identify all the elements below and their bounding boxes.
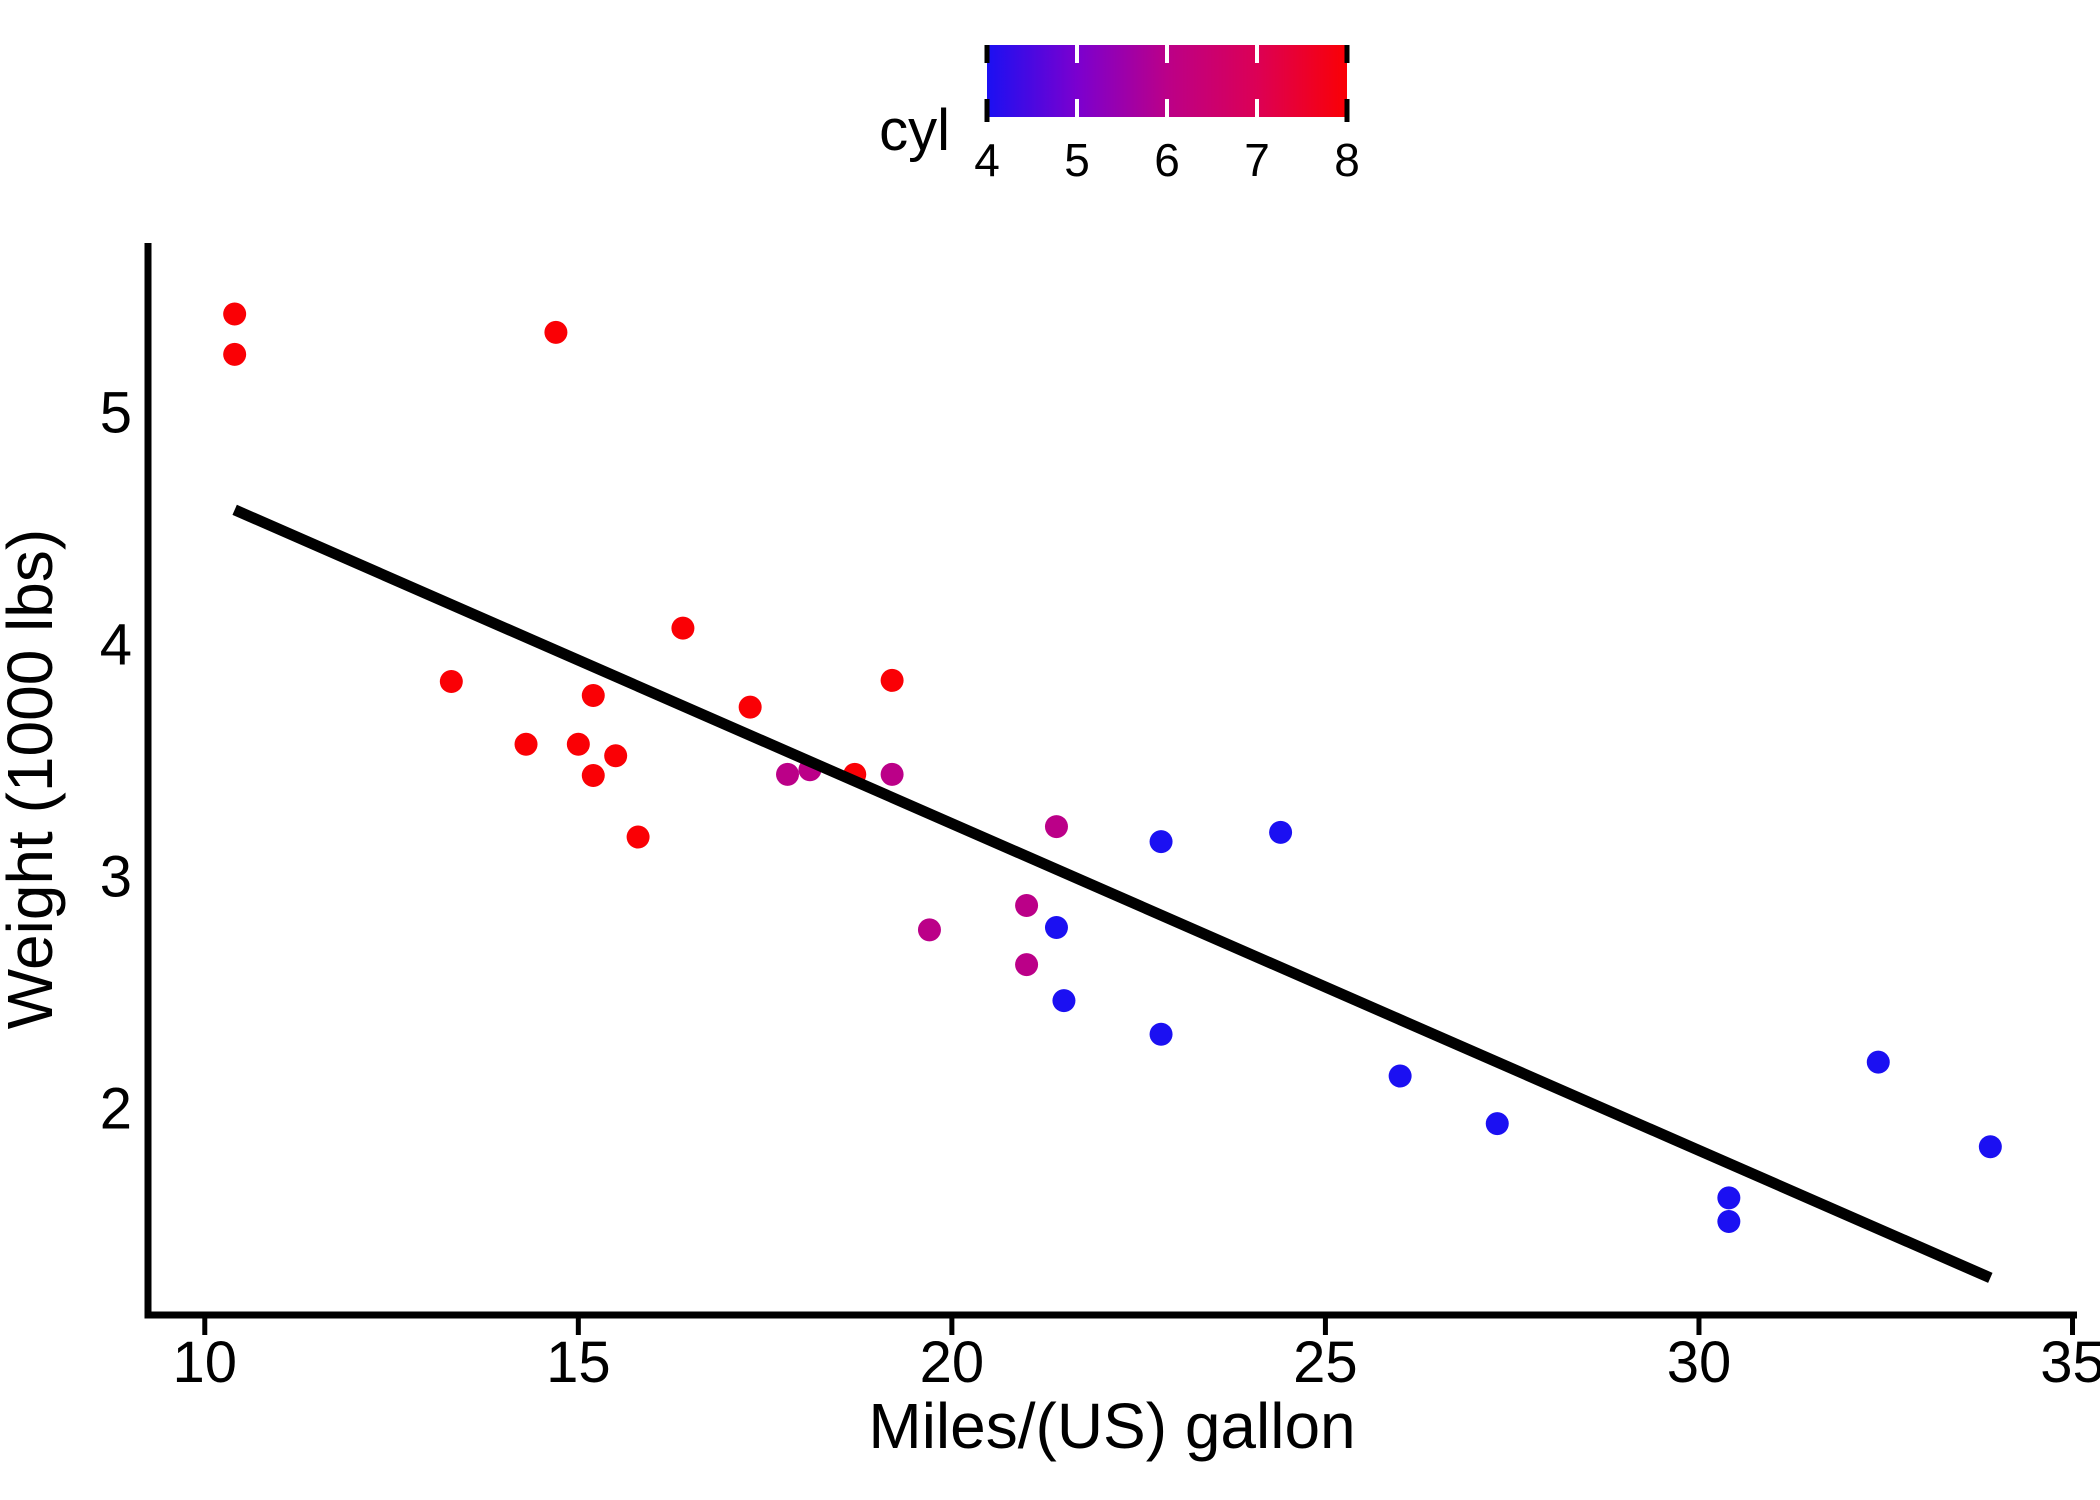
data-point: [1388, 1064, 1412, 1088]
data-point: [880, 668, 904, 692]
x-tick-label: 35: [2040, 1330, 2100, 1395]
colorbar-legend: cyl 4 5 6 7 8: [879, 45, 1360, 186]
y-axis-title: Weight (1000 lbs): [0, 529, 66, 1029]
y-tick-label: 4: [100, 612, 132, 677]
data-point: [1015, 953, 1039, 977]
data-point: [671, 616, 695, 640]
x-tick-label: 15: [546, 1330, 611, 1395]
data-point: [738, 695, 762, 719]
data-point: [514, 732, 538, 756]
data-point: [223, 342, 247, 366]
x-axis-title: Miles/(US) gallon: [868, 1390, 1355, 1462]
data-point: [1044, 815, 1068, 839]
x-axis-ticks: 10 15 20 25 30 35: [173, 1318, 2100, 1395]
data-point: [1978, 1135, 2002, 1159]
y-tick-label: 5: [100, 380, 132, 445]
legend-title: cyl: [879, 98, 950, 163]
data-point: [604, 744, 628, 768]
data-point: [1269, 820, 1293, 844]
data-point: [566, 732, 590, 756]
data-point: [544, 320, 568, 344]
data-point: [626, 825, 650, 849]
data-point: [1044, 916, 1068, 940]
data-point: [776, 762, 800, 786]
colorbar-tick-label: 7: [1244, 134, 1270, 186]
colorbar-tick-label: 4: [974, 134, 1000, 186]
x-tick-label: 30: [1667, 1330, 1732, 1395]
data-point: [1149, 830, 1173, 854]
colorbar-tick-labels: 4 5 6 7 8: [974, 134, 1360, 186]
data-point: [439, 670, 463, 694]
trend-layer: [232, 504, 1993, 1283]
y-tick-label: 2: [100, 1076, 132, 1141]
colorbar-tick-label: 5: [1064, 134, 1090, 186]
x-tick-label: 25: [1293, 1330, 1358, 1395]
data-point: [1717, 1186, 1741, 1210]
data-point: [1015, 893, 1039, 917]
data-point: [581, 764, 605, 788]
points-layer: [223, 302, 2002, 1233]
data-point: [1485, 1112, 1509, 1136]
x-tick-label: 10: [173, 1330, 238, 1395]
data-point: [1052, 989, 1076, 1013]
colorbar-tick-label: 6: [1154, 134, 1180, 186]
data-point: [1717, 1209, 1741, 1233]
data-point: [581, 683, 605, 707]
data-point: [223, 302, 247, 326]
axes: [144, 243, 2077, 1319]
trend-line: [232, 504, 1993, 1283]
y-axis-ticks: 2 3 4 5: [100, 380, 132, 1141]
x-tick-label: 20: [920, 1330, 985, 1395]
colorbar-tick-label: 8: [1334, 134, 1360, 186]
colorbar-ticks: [984, 45, 1350, 122]
data-point: [1866, 1050, 1890, 1074]
data-point: [880, 762, 904, 786]
data-point: [1149, 1022, 1173, 1046]
y-tick-label: 3: [100, 844, 132, 909]
data-point: [917, 918, 941, 942]
